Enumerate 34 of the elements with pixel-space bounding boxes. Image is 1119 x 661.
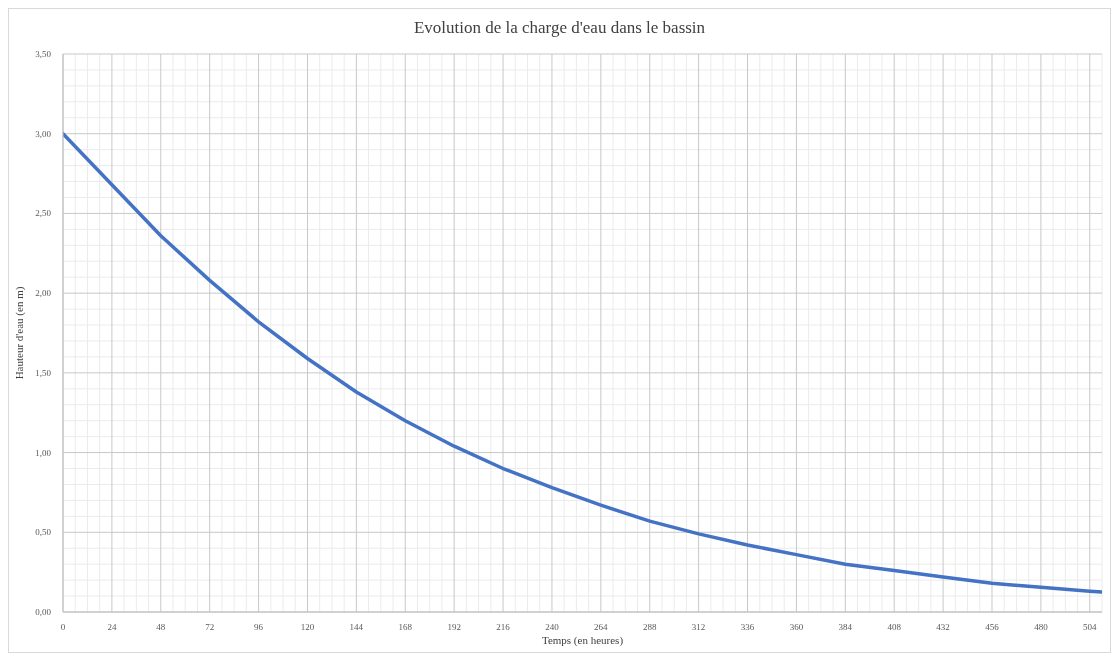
x-tick-label: 432 (936, 622, 950, 632)
x-tick-label: 288 (642, 622, 657, 632)
x-axis-title: Temps (en heures) (541, 634, 624, 647)
y-tick-label: 2,00 (35, 288, 52, 299)
x-tick-label: 456 (985, 622, 1000, 632)
x-tick-label: 0 (60, 622, 66, 632)
y-tick-label: 3,00 (35, 128, 52, 139)
y-axis-title: Hauteur d'eau (en m) (12, 286, 26, 380)
x-tick-label: 120 (300, 622, 315, 632)
x-tick-label: 480 (1034, 622, 1049, 632)
x-tick-label: 408 (887, 622, 902, 632)
x-tick-label: 240 (545, 622, 560, 632)
y-tick-label: 3,50 (35, 49, 52, 59)
x-tick-label: 48 (156, 622, 166, 632)
x-tick-label: 72 (205, 622, 215, 632)
x-tick-label: 360 (789, 622, 804, 632)
x-tick-label: 168 (398, 622, 413, 632)
x-tick-label: 192 (447, 622, 461, 632)
chart-title: Evolution de la charge d'eau dans le bassin (412, 17, 707, 39)
x-tick-label: 96 (254, 622, 264, 632)
x-tick-label: 144 (349, 622, 364, 632)
y-tick-label: 1,50 (35, 367, 52, 378)
y-tick-label: 0,50 (35, 527, 52, 538)
x-tick-label: 312 (691, 622, 706, 632)
x-tick-label: 264 (594, 622, 609, 632)
line-series (63, 131, 1102, 594)
x-tick-label: 504 (1083, 622, 1098, 632)
y-tick-label: 2,50 (35, 208, 52, 219)
y-tick-label: 0,00 (35, 607, 52, 617)
x-tick-label: 216 (496, 622, 511, 632)
y-tick-label: 1,00 (35, 447, 52, 458)
x-tick-label: 24 (107, 622, 117, 632)
x-tick-label: 336 (740, 622, 755, 632)
x-tick-label: 384 (838, 622, 853, 632)
